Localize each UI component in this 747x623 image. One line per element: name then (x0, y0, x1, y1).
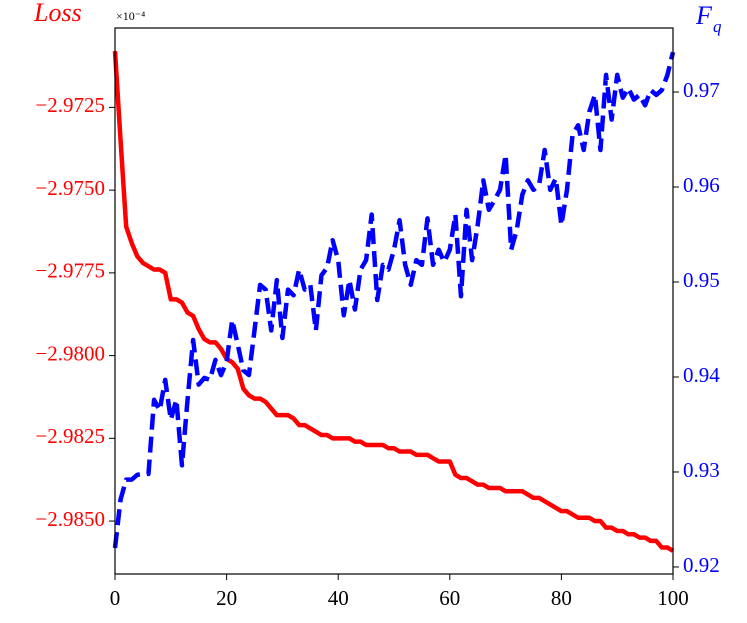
y-tick-label: −2.9775 (35, 259, 105, 283)
y-offset-label: ×10⁻⁴ (116, 9, 145, 23)
y2-tick-label: 0.97 (683, 78, 720, 102)
y2-tick-label: 0.92 (683, 553, 720, 577)
y-tick-label: −2.9825 (35, 424, 105, 448)
y2-tick-label: 0.93 (683, 458, 720, 482)
x-tick-label: 40 (328, 586, 349, 610)
data-line (112, 51, 675, 553)
y-tick-label: −2.9750 (35, 176, 105, 200)
x-tick-label: 20 (216, 586, 237, 610)
x-tick-label: 0 (110, 586, 121, 610)
x-tick-label: 80 (551, 586, 572, 610)
y-tick-label: −2.9725 (35, 93, 105, 117)
y2-tick-label: 0.95 (683, 268, 720, 292)
y2-axis-label-subscript: q (713, 17, 722, 36)
y2-tick-label: 0.96 (683, 173, 720, 197)
y-tick-label: −2.9850 (35, 507, 105, 531)
data-line (112, 51, 676, 549)
x-tick-label: 60 (439, 586, 460, 610)
y2-tick-label: 0.94 (683, 363, 720, 387)
y-axis-label: Loss (33, 0, 82, 27)
x-tick-label: 100 (657, 586, 689, 610)
plot-frame (114, 27, 674, 575)
y-tick-label: −2.9800 (35, 341, 105, 365)
y2-axis-label: F (695, 1, 713, 30)
